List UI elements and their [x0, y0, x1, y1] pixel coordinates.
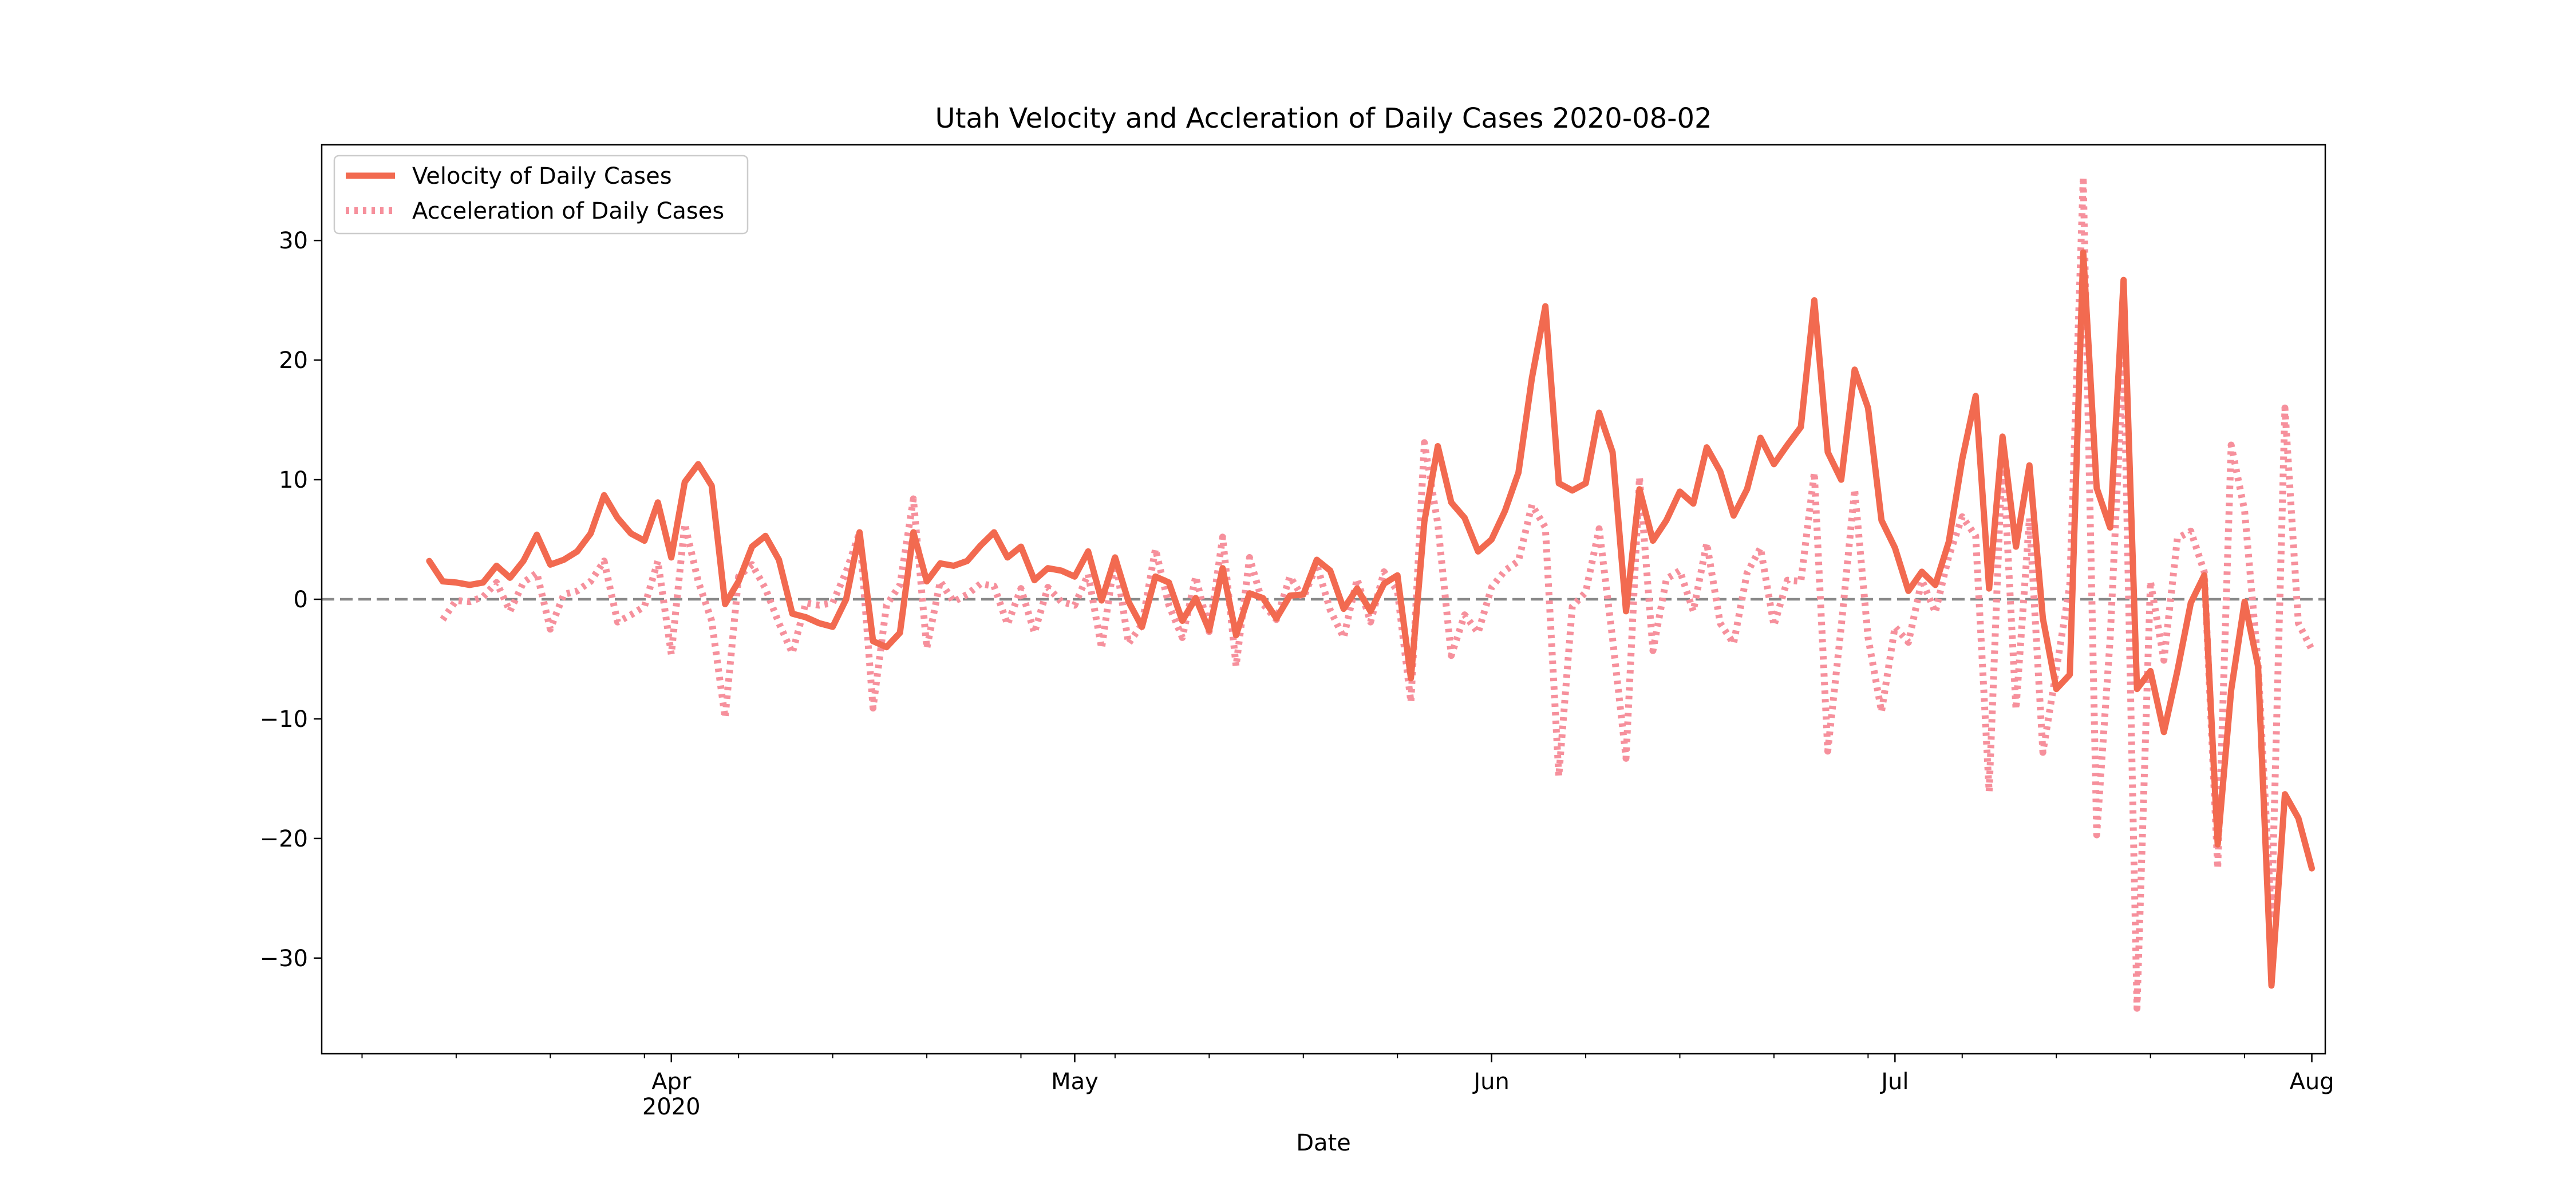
x-tick-label: Jun — [1472, 1069, 1510, 1095]
y-tick-label: 30 — [279, 228, 308, 254]
y-tick-label: 10 — [279, 467, 308, 493]
chart-title: Utah Velocity and Accleration of Daily C… — [935, 102, 1712, 135]
legend-label-acceleration: Acceleration of Daily Cases — [412, 198, 724, 224]
x-tick-sublabel: 2020 — [642, 1094, 701, 1120]
x-tick-label: Aug — [2289, 1069, 2334, 1095]
y-tick-label: −20 — [260, 826, 308, 852]
legend-box — [333, 155, 749, 235]
y-axis: 30 20 10 0 −10 −20 −30 — [260, 228, 322, 972]
y-tick-label: −10 — [260, 706, 308, 733]
x-tick-label: May — [1051, 1069, 1099, 1095]
velocity-series-line — [426, 249, 2315, 989]
x-tick-label: Apr — [651, 1069, 692, 1095]
y-tick-label: 0 — [294, 587, 308, 613]
y-tick-label: 20 — [279, 347, 308, 374]
x-tick-label: Jul — [1879, 1069, 1909, 1095]
plot-area — [322, 173, 2325, 1012]
y-tick-label: −30 — [260, 946, 308, 972]
legend: Velocity of Daily Cases Acceleration of … — [333, 155, 749, 235]
legend-label-velocity: Velocity of Daily Cases — [412, 163, 672, 189]
x-axis-label: Date — [1296, 1130, 1351, 1156]
